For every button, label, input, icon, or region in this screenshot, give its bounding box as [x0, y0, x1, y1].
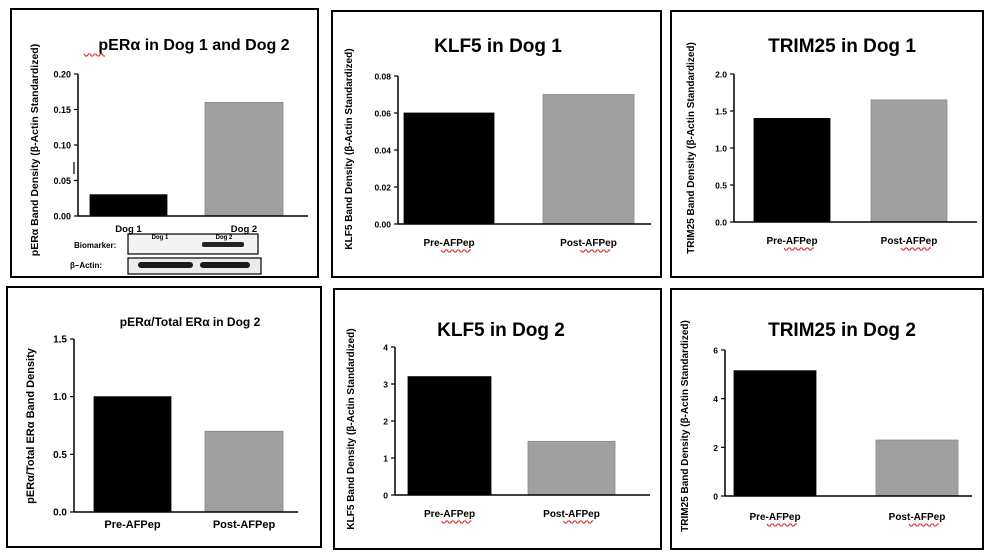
bar-post — [527, 440, 616, 496]
bar-post — [204, 102, 284, 217]
chart-title: pERα in Dog 1 and Dog 2 — [98, 37, 289, 54]
y-tick-label: 0.20 — [53, 70, 71, 80]
chart-title: KLF5 in Dog 2 — [437, 320, 565, 341]
y-tick-label: 2 — [713, 443, 718, 453]
bar-pre — [403, 112, 495, 225]
y-tick-label: 0.0 — [715, 218, 727, 228]
spellcheck-underline — [440, 249, 471, 253]
chart-title: KLF5 in Dog 1 — [434, 36, 562, 57]
x-category-label: Pre-AFPep — [424, 509, 475, 520]
chart-title: TRIM25 in Dog 1 — [768, 36, 916, 57]
bar-post — [870, 99, 948, 223]
spellcheck-underline — [580, 249, 611, 253]
y-tick-label: 4 — [383, 343, 388, 353]
y-tick-label: 0.15 — [53, 105, 71, 115]
y-tick-label: 1.5 — [715, 107, 727, 117]
spellcheck-underline — [83, 53, 105, 57]
blot-biomarker-box — [127, 233, 259, 255]
chart-svg: KLF5 in Dog 2 0 1 2 3 4 KLF5 Band Density (β-A… — [346, 320, 650, 530]
bar-pre — [407, 376, 492, 496]
y-axis-label: TRIM25 Band Density (β-Actin Standardize… — [686, 42, 697, 254]
chart-svg: TRIM25 in Dog 1 0.0 0.5 1.0 1.5 2.0 TRIM25 Ban… — [686, 36, 977, 254]
y-tick-label: 0.00 — [53, 212, 71, 222]
spellcheck-underline — [908, 523, 939, 527]
chart-svg: pERα in Dog 1 and Dog 2 0.00 0.05 0.10 0.15 0… — [29, 37, 308, 275]
y-tick-label: 0.5 — [53, 450, 67, 461]
blot-actin-label: β–Actin: — [70, 261, 102, 270]
spellcheck-underline — [563, 520, 594, 524]
y-tick-label: 0.04 — [374, 146, 391, 156]
y-tick-label: 2.0 — [715, 70, 727, 80]
y-tick-label: 0 — [383, 491, 388, 501]
bar-post — [542, 94, 635, 225]
y-tick-label: 0.06 — [374, 109, 391, 119]
panel-perα-total-dog2: pERα/Total ERα in Dog 2 0.0 0.5 1.0 1.5 pERα/… — [6, 286, 322, 548]
y-axis-label: pERα Band Density (β-Actin Standardized) — [29, 44, 41, 256]
y-tick-label: 1.5 — [53, 335, 67, 346]
y-tick-label: 0.10 — [53, 141, 71, 151]
blot-lane-label: Dog 1 — [152, 235, 169, 241]
blot-band-biomarker — [202, 242, 244, 247]
y-axis-label: TRIM25 Band Density (β-Actin Standardize… — [680, 320, 691, 532]
x-category-label: Dog 2 — [231, 224, 257, 235]
y-tick-label: 0.5 — [715, 181, 727, 191]
y-tick-label: 1.0 — [715, 144, 727, 154]
blot-band-actin-1 — [138, 262, 193, 268]
x-category-label: Pre-AFPep — [766, 236, 817, 247]
y-tick-label: 0.0 — [53, 508, 67, 519]
y-tick-label: 2 — [383, 417, 388, 427]
spellcheck-underline — [766, 523, 797, 527]
y-tick-label: 0.00 — [374, 220, 391, 230]
y-axis-label: KLF5 Band Density (β-Actin Standardized) — [344, 48, 355, 249]
panel-perα-dog1-dog2: pERα in Dog 1 and Dog 2 0.00 0.05 0.10 0.15 0… — [10, 8, 319, 278]
x-category-label: Post-AFPep — [560, 238, 617, 249]
x-category-label: Post-AFPep — [881, 236, 938, 247]
x-category-label: Pre-AFPep — [104, 519, 161, 531]
spellcheck-underline — [900, 247, 931, 251]
y-tick-label: 0.05 — [53, 176, 71, 186]
x-category-label: Post-AFPep — [213, 519, 276, 531]
y-axis-label: KLF5 Band Density (β-Actin Standardized) — [346, 328, 357, 529]
x-category-label: Dog 1 — [115, 224, 142, 235]
y-tick-label: 1 — [383, 454, 388, 464]
chart-title: pERα/Total ERα in Dog 2 — [120, 315, 261, 329]
blot-lane-label: Dog 2 — [216, 235, 233, 241]
y-tick-label: 0 — [713, 492, 718, 502]
panel-klf5-dog2: KLF5 in Dog 2 0 1 2 3 4 KLF5 Band Density (β-A… — [333, 288, 662, 550]
y-axis-label: pERα/Total ERα Band Density — [25, 347, 37, 504]
chart-title: TRIM25 in Dog 2 — [768, 320, 916, 341]
bar-pre — [89, 194, 168, 217]
y-tick-label: 0.02 — [374, 183, 391, 193]
y-tick-label: 6 — [713, 346, 718, 356]
panel-trim25-dog1: TRIM25 in Dog 1 0.0 0.5 1.0 1.5 2.0 TRIM25 Ban… — [670, 10, 984, 278]
bar-pre — [733, 370, 817, 497]
y-tick-label: 1.0 — [53, 392, 67, 403]
panel-klf5-dog1: KLF5 in Dog 1 0.00 0.02 0.04 0.06 0.08 KLF5 Ba… — [331, 10, 662, 278]
chart-svg: pERα/Total ERα in Dog 2 0.0 0.5 1.0 1.5 pERα/… — [25, 315, 298, 531]
chart-svg: TRIM25 in Dog 2 0 2 4 6 TRIM25 Band Density (… — [680, 320, 972, 532]
x-category-label: Post-AFPep — [543, 509, 600, 520]
spellcheck-underline — [441, 520, 472, 524]
bar-pre — [93, 396, 172, 513]
y-tick-label: 4 — [713, 394, 718, 404]
bar-pre — [753, 118, 831, 223]
spellcheck-underline — [783, 247, 814, 251]
x-category-label: Pre-AFPep — [423, 238, 474, 249]
y-tick-label: 0.08 — [374, 72, 391, 82]
y-tick-label: 3 — [383, 380, 388, 390]
x-category-label: Post-AFPep — [889, 512, 946, 523]
blot-biomarker-label: Biomarker: — [74, 241, 116, 250]
panel-trim25-dog2: TRIM25 in Dog 2 0 2 4 6 TRIM25 Band Density (… — [670, 288, 984, 550]
x-category-label: Pre-AFPep — [749, 512, 800, 523]
bar-post — [875, 439, 959, 497]
chart-svg: KLF5 in Dog 1 0.00 0.02 0.04 0.06 0.08 KLF5 Ba… — [344, 36, 651, 253]
bar-post — [204, 430, 284, 513]
blot-band-actin-2 — [200, 262, 250, 268]
